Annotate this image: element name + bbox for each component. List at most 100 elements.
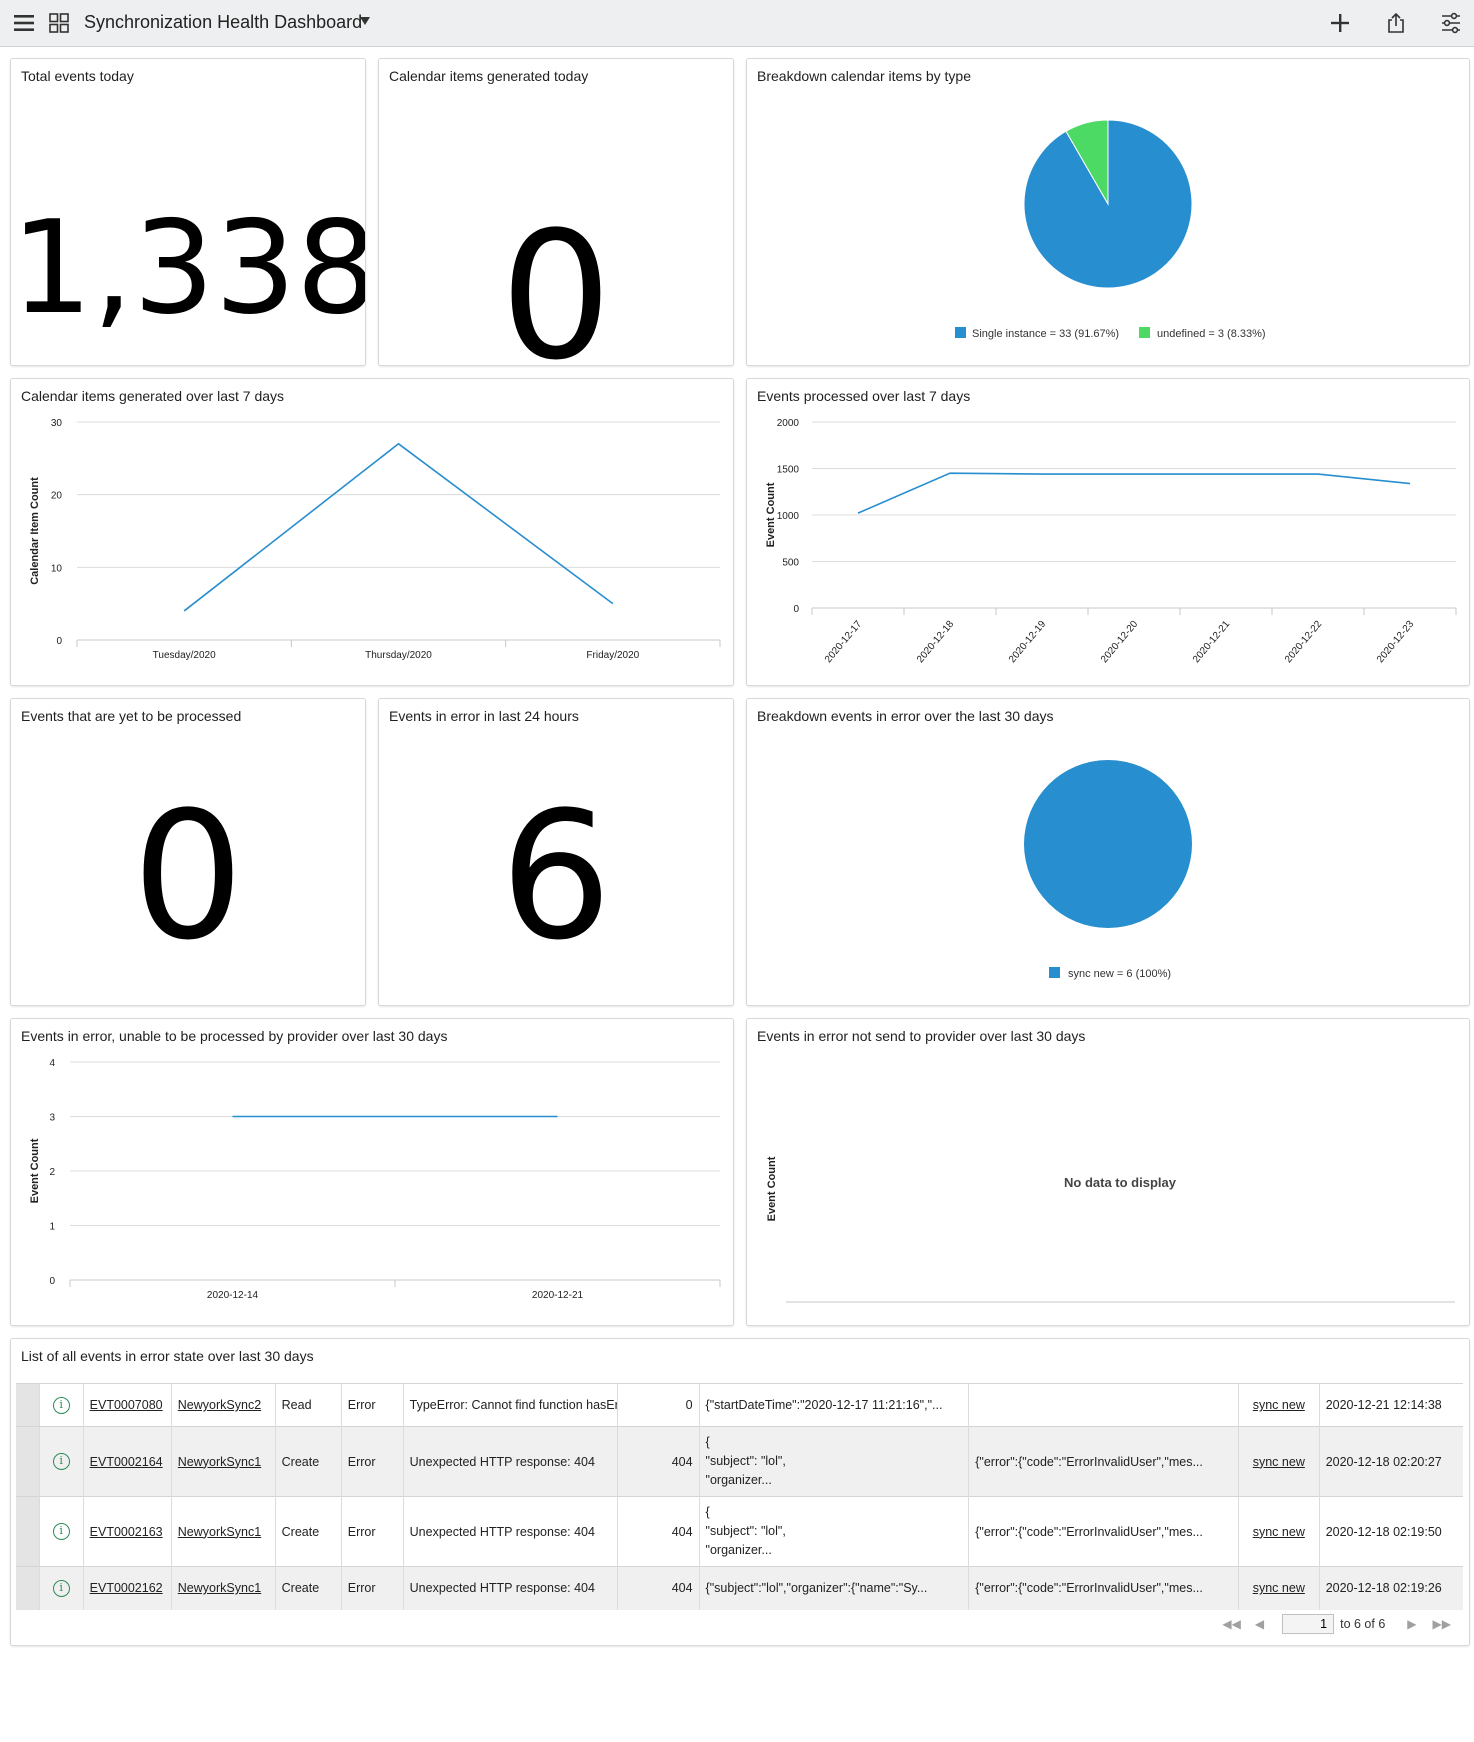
info-cell: i: [39, 1426, 84, 1497]
number-cell-link[interactable]: EVT0007080: [89, 1398, 163, 1412]
number-cell[interactable]: EVT0002164: [83, 1426, 172, 1497]
payload-line: {: [705, 1435, 710, 1449]
y-axis-label: Event Count: [765, 482, 777, 547]
number-cell[interactable]: EVT0002163: [83, 1496, 172, 1567]
number-cell[interactable]: EVT0007080: [83, 1383, 172, 1427]
updated-cell: 2020-12-18 02:19:50: [1319, 1497, 1463, 1567]
source-cell[interactable]: NewyorkSync2: [171, 1383, 276, 1427]
empty-message: No data to display: [1064, 1175, 1177, 1190]
y-tick-label: 1500: [777, 465, 800, 476]
table-row[interactable]: i EVT0002162 NewyorkSync1 Create Error Unexpe…: [16, 1566, 1463, 1610]
source-cell-link[interactable]: NewyorkSync2: [177, 1398, 262, 1412]
info-icon[interactable]: i: [52, 1453, 70, 1470]
table-row[interactable]: i EVT0007080 NewyorkSync2 Read Error TypeErro…: [16, 1383, 1463, 1427]
payload-cell: {"subject": "lol", "organizer...: [699, 1426, 970, 1497]
info-icon[interactable]: i: [52, 1396, 70, 1414]
widget-title: Events processed over last 7 days: [757, 388, 971, 404]
line-chart: 0 1 2 3 4 Event Count 2020-12-14 2020-12-21: [29, 1058, 721, 1301]
table-row[interactable]: i EVT0002163 NewyorkSync1 Create Error Unexpe…: [16, 1496, 1463, 1567]
row-selector-cell[interactable]: [16, 1566, 40, 1610]
source-cell-link[interactable]: NewyorkSync1: [177, 1581, 262, 1596]
table-row[interactable]: i EVT0002164 NewyorkSync1 Create Error Unexpe…: [16, 1426, 1463, 1497]
calendar-7days-widget: Calendar items generated over last 7 day…: [10, 378, 734, 686]
page-range: to 6 of 6: [1340, 1617, 1386, 1631]
legend-swatch: [1139, 327, 1150, 338]
calendar-generated-widget: Calendar items generated today 0: [378, 58, 734, 366]
state-cell-text: Error: [347, 1524, 376, 1539]
action-cell: Create: [275, 1426, 342, 1497]
response-cell-text: {"error":{"code":"ErrorInvalidUser","mes…: [975, 1454, 1203, 1469]
topic-cell[interactable]: sync new: [1238, 1383, 1320, 1427]
state-cell: Error: [341, 1383, 404, 1427]
share-icon[interactable]: [1379, 0, 1413, 46]
first-page-button[interactable]: ◀◀: [1222, 1617, 1241, 1631]
pie-slice: [1065, 119, 1109, 206]
number-cell-link[interactable]: EVT0002163: [89, 1524, 163, 1539]
state-cell: Error: [341, 1496, 404, 1567]
row-selector-cell[interactable]: [16, 1426, 40, 1497]
topic-cell[interactable]: sync new: [1238, 1566, 1320, 1610]
topic-cell-link[interactable]: sync new: [1252, 1524, 1305, 1539]
topic-cell-link[interactable]: sync new: [1252, 1398, 1305, 1412]
message-cell: Unexpected HTTP response: 404: [403, 1426, 618, 1497]
payload-line: "organizer...: [705, 1543, 772, 1557]
topic-cell-link[interactable]: sync new: [1252, 1581, 1305, 1596]
message-cell-text: Unexpected HTTP response: 404: [409, 1454, 595, 1469]
y-tick-label: 1000: [777, 511, 800, 522]
x-tick-label: 2020-12-20: [1099, 619, 1141, 666]
source-cell[interactable]: NewyorkSync1: [171, 1496, 276, 1567]
y-tick-label: 0: [56, 636, 62, 647]
x-tick-label: 2020-12-17: [823, 619, 865, 666]
y-tick-label: 2: [49, 1167, 55, 1178]
grid-icon[interactable]: [42, 0, 76, 46]
sliders-icon[interactable]: [1434, 0, 1468, 46]
plus-icon[interactable]: [1323, 0, 1357, 46]
x-tick-label: 2020-12-22: [1283, 619, 1325, 666]
last-page-button[interactable]: ▶▶: [1432, 1617, 1451, 1631]
number-cell[interactable]: EVT0002162: [83, 1566, 172, 1610]
page-number-input[interactable]: [1282, 1614, 1335, 1634]
row-selector-cell[interactable]: [16, 1383, 40, 1427]
topic-cell[interactable]: sync new: [1238, 1496, 1320, 1567]
x-tick-label: 2020-12-21: [532, 1290, 584, 1301]
response-cell: {"error":{"code":"ErrorInvalidUser","mes…: [968, 1496, 1239, 1567]
action-cell-text: Create: [281, 1454, 320, 1469]
legend-label: undefined = 3 (8.33%): [1157, 328, 1266, 340]
total-events-widget: Total events today 1,338: [10, 58, 366, 366]
info-icon[interactable]: i: [52, 1579, 70, 1597]
x-tick-label: 2020-12-19: [1007, 619, 1049, 666]
topic-cell[interactable]: sync new: [1238, 1426, 1320, 1497]
x-tick-label: 2020-12-14: [207, 1290, 259, 1301]
code-cell: 404: [617, 1496, 700, 1567]
code-cell-text: 404: [671, 1524, 693, 1539]
payload-line: {"startDateTime":"2020-12-17 11:21:16","…: [705, 1397, 943, 1412]
row-selector-cell[interactable]: [16, 1496, 40, 1567]
pie-slice: [1024, 760, 1192, 928]
source-cell[interactable]: NewyorkSync1: [171, 1426, 276, 1497]
next-page-button[interactable]: ▶: [1407, 1617, 1417, 1631]
source-cell[interactable]: NewyorkSync1: [171, 1566, 276, 1610]
number-cell-link[interactable]: EVT0002164: [89, 1454, 163, 1469]
y-axis-label: Event Count: [766, 1156, 778, 1221]
response-cell: {"error":{"code":"ErrorInvalidUser","mes…: [968, 1566, 1239, 1610]
source-cell-link[interactable]: NewyorkSync1: [177, 1524, 262, 1539]
source-cell-link[interactable]: NewyorkSync1: [177, 1454, 262, 1469]
code-cell: 404: [617, 1566, 700, 1610]
info-cell: i: [39, 1383, 84, 1427]
payload-line: "organizer...: [705, 1473, 772, 1487]
message-cell-text: Unexpected HTTP response: 404: [409, 1524, 595, 1539]
widget-title: Breakdown calendar items by type: [757, 68, 971, 84]
x-tick-label: Thursday/2020: [365, 650, 432, 661]
y-axis-label: Calendar Item Count: [29, 477, 41, 585]
message-cell-text: Unexpected HTTP response: 404: [409, 1581, 595, 1596]
prev-page-button[interactable]: ◀: [1254, 1617, 1265, 1631]
x-tick-label: 2020-12-21: [1191, 619, 1233, 666]
info-icon[interactable]: i: [52, 1523, 70, 1540]
topic-cell-link[interactable]: sync new: [1252, 1454, 1305, 1469]
y-tick-label: 0: [49, 1276, 55, 1287]
response-cell: {"error":{"code":"ErrorInvalidUser","mes…: [968, 1426, 1239, 1497]
number-cell-link[interactable]: EVT0002162: [89, 1581, 163, 1596]
chevron-down-icon[interactable]: [358, 14, 372, 28]
menu-icon[interactable]: [7, 0, 41, 46]
yet-to-process-widget: Events that are yet to be processed 0: [10, 698, 366, 1006]
